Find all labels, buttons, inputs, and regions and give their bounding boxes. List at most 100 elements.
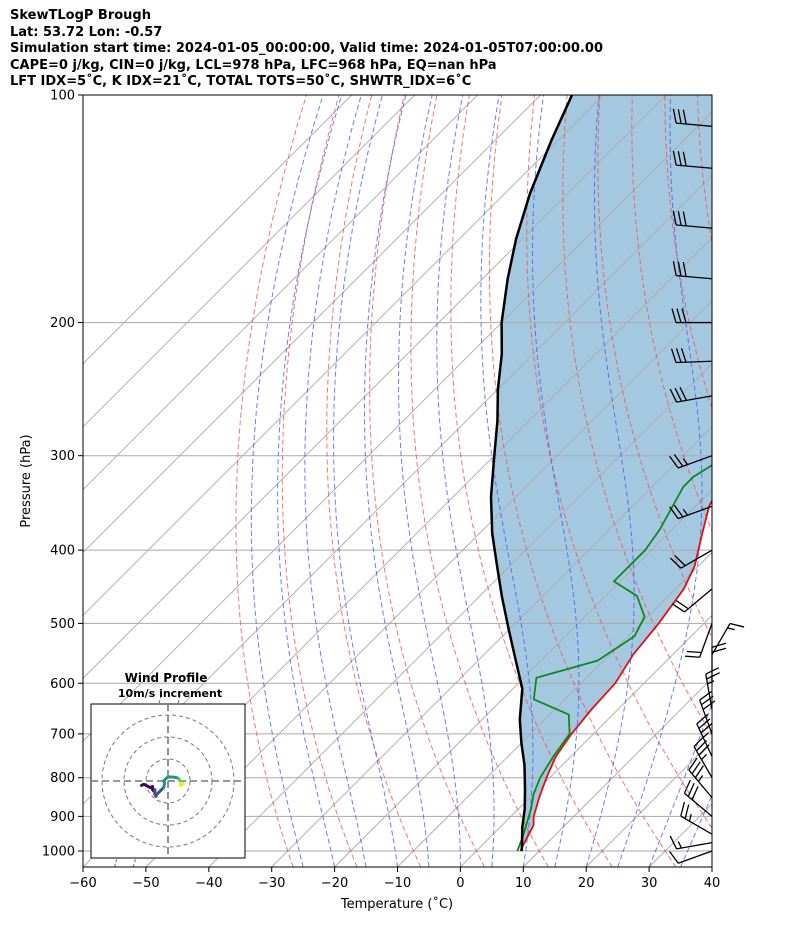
x-tick-label: −60 (69, 876, 96, 891)
y-tick-label: 200 (50, 316, 75, 331)
barb-flag (669, 851, 679, 864)
y-tick-label: 900 (50, 810, 75, 825)
x-tick-label: −30 (258, 876, 285, 891)
isotherm-line (334, 488, 712, 867)
isotherm-line (83, 95, 478, 491)
dry-adiabat (281, 95, 358, 867)
barb-flag (682, 211, 687, 226)
barb-flag (702, 700, 716, 710)
barb-half-flag (688, 813, 692, 822)
barb-flag (677, 109, 682, 124)
barb-flag (677, 261, 682, 277)
isotherm-line (397, 551, 712, 867)
moist-adiabat (711, 865, 712, 867)
cape-fill-layer (491, 95, 712, 851)
barb-flag (669, 388, 678, 403)
barb-shaft (676, 395, 713, 403)
parcel-line (489, 95, 574, 852)
y-tick-label: 500 (50, 617, 75, 632)
barb-flag (684, 804, 690, 819)
y-tick-label: 400 (50, 544, 75, 559)
moist-adiabat (397, 95, 461, 867)
barb-flag (682, 151, 687, 167)
barb-flag (694, 765, 704, 779)
barb-flag (679, 386, 687, 401)
barb-flag (672, 108, 677, 124)
barb-flag (677, 151, 682, 166)
x-tick-label: 20 (578, 876, 595, 891)
barb-flag (672, 150, 677, 166)
dry-adiabat (235, 95, 307, 867)
wind-barb (669, 386, 713, 403)
wind-barb (670, 348, 713, 364)
barb-shaft (680, 815, 713, 835)
barb-shaft (699, 699, 713, 735)
barb-flag (693, 735, 705, 747)
barb-flag (674, 387, 683, 402)
moist-adiabat (364, 95, 430, 867)
wind-barb (672, 108, 713, 127)
barb-flag (682, 262, 687, 277)
barb-shaft (677, 850, 713, 864)
cape-line: CAPE=0 j/kg, CIN=0 j/kg, LCL=978 hPa, LF… (10, 57, 497, 73)
barb-shaft (677, 505, 713, 520)
wind-barb (672, 261, 713, 280)
barb-flag (683, 779, 691, 794)
barb-shaft (699, 623, 713, 658)
wind-barb (705, 667, 720, 710)
location-line: Lat: 53.72 Lon: -0.57 (10, 24, 163, 40)
barb-flag (729, 622, 745, 628)
wind-barb (669, 835, 713, 850)
hodograph-trace (162, 775, 181, 790)
wind-barb (711, 622, 745, 656)
moist-adiabat (648, 702, 712, 867)
dry-adiabat (597, 95, 712, 639)
barb-half-flag (677, 841, 683, 849)
barb-flag (681, 308, 687, 323)
isotherm-line (83, 95, 416, 428)
wind-barb (683, 779, 713, 817)
x-tick-label: 40 (704, 876, 721, 891)
barb-flag (669, 557, 682, 569)
barb-flag (673, 454, 684, 467)
x-tick-label: 30 (641, 876, 658, 891)
dry-adiabat (763, 95, 794, 867)
axes: −60 −50 −40 −30 −20 −10 0 10 20 30 40 1000 900 800 700… (42, 89, 720, 892)
isotherm-line (83, 95, 604, 617)
hodograph-inset (90, 703, 246, 859)
moist-adiabat (585, 95, 635, 867)
barb-flag (701, 695, 714, 706)
barb-shaft (676, 842, 713, 850)
isotherm-line (83, 95, 541, 554)
barb-flag (677, 211, 682, 226)
barb-flag (682, 109, 687, 125)
isotherm-line (460, 614, 712, 867)
barb-shaft (676, 274, 713, 280)
barb-flag (669, 835, 678, 850)
plot-area (83, 95, 794, 867)
wind-barb (672, 210, 713, 229)
wind-barbs (669, 108, 745, 864)
barb-flag (675, 600, 689, 610)
barb-flag (675, 348, 682, 363)
moist-adiabat (436, 95, 495, 867)
barb-flag (676, 308, 682, 323)
wind-barb (680, 801, 713, 835)
wind-barb (669, 850, 713, 864)
y-axis-label: Pressure (hPa) (19, 434, 34, 527)
barb-shaft (684, 792, 713, 817)
moist-adiabat (617, 95, 703, 867)
moist-adiabat (531, 95, 580, 867)
barb-shaft (675, 360, 713, 364)
barb-shaft (705, 673, 713, 710)
wind-barb (671, 308, 712, 324)
dry-adiabat (562, 95, 712, 737)
wind-barb (688, 757, 713, 799)
moist-adiabat (277, 95, 343, 867)
barb-shaft (680, 549, 713, 569)
x-tick-label: 10 (515, 876, 532, 891)
x-axis-label: Temperature (˚C) (340, 896, 453, 912)
barb-shaft (684, 588, 713, 613)
y-tick-label: 100 (50, 89, 75, 104)
